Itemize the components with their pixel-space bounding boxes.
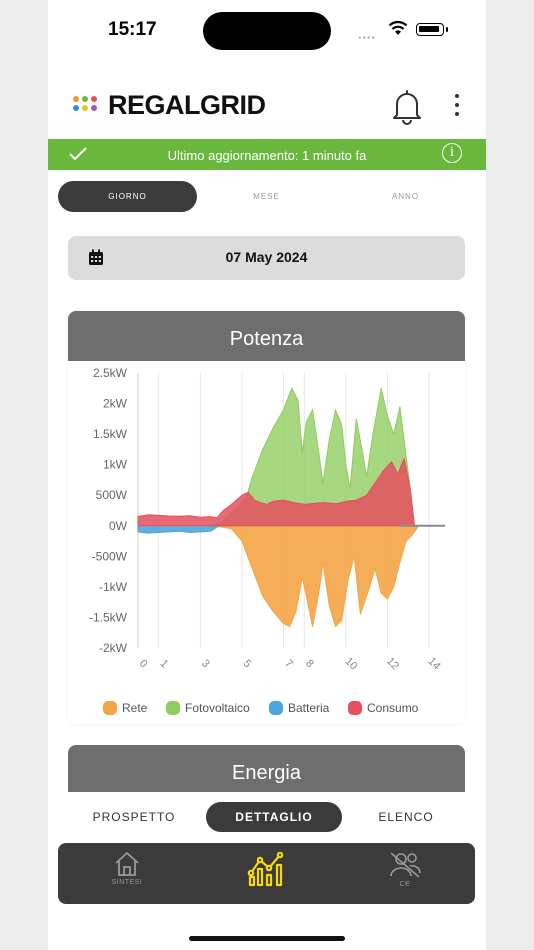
- series-area-consumo: [137, 458, 430, 527]
- status-time: 15:17: [108, 19, 157, 40]
- x-tick-label: 0: [137, 657, 150, 670]
- y-tick-label: -1.5kW: [89, 610, 128, 624]
- logo-mark: [73, 96, 105, 118]
- series-area-fotovoltaico: [137, 387, 430, 527]
- nav-label-sintesi: SINTESI: [111, 879, 143, 886]
- app-screen: 15:17 •••• REGALGRID Ultimo: [48, 0, 486, 950]
- x-tick-label: 5: [241, 657, 254, 670]
- tab-prospetto[interactable]: PROSPETTO: [92, 810, 176, 824]
- chart-legend: Rete Fotovoltaico Batteria Consumo: [68, 700, 465, 716]
- tab-day[interactable]: GIORNO: [58, 181, 197, 212]
- power-card-title: Potenza: [68, 311, 465, 361]
- dynamic-island: [203, 12, 331, 50]
- power-chart: 0 1 3 5 7 8 10 12 14 2.5kW 2kW 1.5kW 1kW 500W 0W -500W -…: [89, 366, 445, 672]
- view-tabs: PROSPETTO DETTAGLIO ELENCO: [48, 792, 486, 842]
- legend-swatch-fotovoltaico: [166, 700, 180, 715]
- battery-icon: [416, 23, 448, 36]
- info-icon[interactable]: i: [442, 143, 462, 163]
- legend-item-batteria[interactable]: Batteria: [269, 700, 329, 715]
- y-tick-label: -2kW: [99, 641, 128, 655]
- nav-label-ce: CE: [399, 881, 411, 888]
- x-tick-label: 7: [282, 657, 295, 670]
- status-bar: 15:17 ••••: [48, 0, 486, 60]
- tab-month[interactable]: MESE: [253, 192, 280, 201]
- y-tick-label: 2kW: [103, 397, 128, 411]
- x-tick-label: 14: [426, 655, 443, 672]
- cellular-signal-icon: ••••: [358, 33, 377, 44]
- tab-dettaglio[interactable]: DETTAGLIO: [206, 802, 342, 832]
- legend-label-consumo: Consumo: [367, 700, 419, 715]
- bottom-navigation: SINTESI: [58, 843, 475, 904]
- app-logo: REGALGRID: [108, 90, 266, 120]
- legend-swatch-batteria: [269, 700, 283, 715]
- y-tick-label: 0W: [109, 519, 128, 533]
- update-status-bar: Ultimo aggiornamento: 1 minuto fa i: [48, 139, 486, 170]
- period-tabs: GIORNO MESE ANNO: [58, 181, 476, 212]
- nav-dettaglio[interactable]: [226, 851, 306, 889]
- legend-swatch-rete: [103, 700, 117, 715]
- y-tick-label: 1kW: [103, 458, 128, 472]
- last-update-text: Ultimo aggiornamento: 1 minuto fa: [167, 148, 367, 163]
- x-tick-label: 12: [384, 655, 401, 672]
- tab-elenco[interactable]: ELENCO: [378, 810, 434, 824]
- notifications-bell-icon[interactable]: [391, 89, 423, 125]
- legend-item-fotovoltaico[interactable]: Fotovoltaico: [166, 700, 250, 715]
- series-area-rete: [137, 525, 430, 628]
- home-icon: [115, 852, 139, 876]
- legend-swatch-consumo: [348, 700, 362, 715]
- power-card: Potenza 0 1 3 5 7 8 10 12 14 2.5kW 2kW 1.5kW 1kW 500W…: [68, 311, 465, 724]
- community-off-icon: [390, 852, 421, 878]
- legend-label-fotovoltaico: Fotovoltaico: [185, 700, 250, 715]
- y-tick-label: 500W: [96, 488, 128, 502]
- nav-sintesi[interactable]: SINTESI: [87, 851, 167, 886]
- y-tick-label: 1.5kW: [93, 427, 128, 441]
- calendar-icon: [89, 249, 103, 265]
- legend-item-consumo[interactable]: Consumo: [348, 700, 418, 715]
- nav-ce[interactable]: CE: [365, 851, 445, 888]
- more-options-icon[interactable]: [453, 94, 461, 120]
- y-tick-label: 2.5kW: [93, 366, 128, 380]
- app-header: REGALGRID: [48, 80, 486, 135]
- x-tick-label: 8: [303, 657, 316, 670]
- chart-icon: [247, 851, 284, 887]
- x-tick-label: 3: [199, 657, 212, 670]
- y-tick-label: -500W: [92, 549, 128, 563]
- legend-item-rete[interactable]: Rete: [103, 700, 147, 715]
- x-tick-label: 10: [342, 655, 359, 672]
- home-indicator: [189, 936, 345, 941]
- y-tick-label: -1kW: [99, 580, 128, 594]
- legend-label-batteria: Batteria: [288, 700, 330, 715]
- selected-date: 07 May 2024: [225, 249, 308, 265]
- legend-label-rete: Rete: [122, 700, 148, 715]
- check-icon: [69, 147, 87, 161]
- wifi-icon: [388, 20, 408, 35]
- tab-year[interactable]: ANNO: [391, 192, 420, 201]
- x-tick-label: 1: [157, 657, 170, 670]
- date-picker[interactable]: 07 May 2024: [68, 236, 465, 280]
